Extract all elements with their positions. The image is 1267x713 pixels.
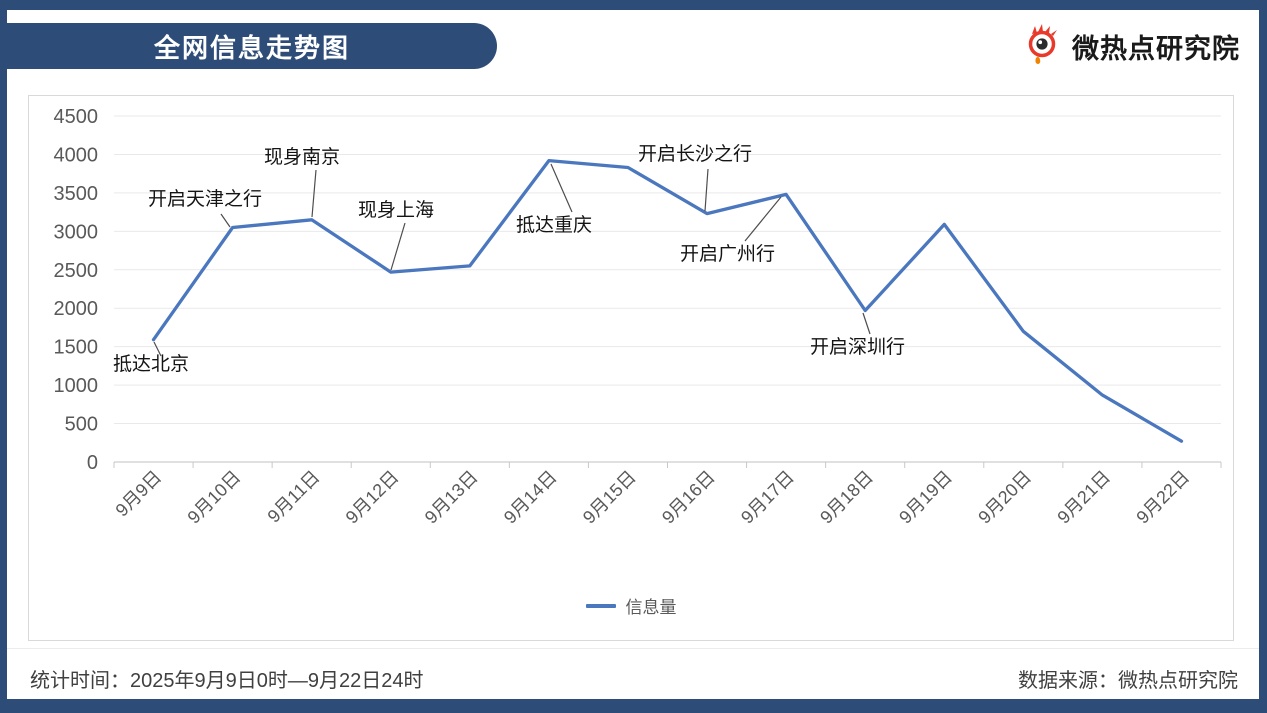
y-axis-label: 1000 <box>54 375 99 397</box>
y-axis-label: 500 <box>65 414 98 436</box>
annotation-label: 抵达北京 <box>113 353 189 375</box>
annotation-leader-line <box>862 312 871 335</box>
annotation-label: 现身南京 <box>264 146 340 168</box>
x-axis-label: 9月11日 <box>264 467 324 527</box>
frame-bottom-bar <box>0 699 1267 713</box>
y-axis-label: 4500 <box>54 106 99 128</box>
brand-logo: 微热点研究院 <box>1024 22 1240 71</box>
y-axis-label: 2500 <box>54 260 99 282</box>
annotation-leader-line <box>744 196 782 242</box>
annotation-label: 抵达重庆 <box>516 214 592 236</box>
x-axis-label: 9月9日 <box>112 467 166 521</box>
trend-line-series <box>151 158 1184 443</box>
x-axis-label: 9月14日 <box>500 467 561 528</box>
annotation-leader-line <box>220 213 231 228</box>
frame-left-bar <box>0 0 7 713</box>
annotation-leader-line <box>704 168 709 212</box>
y-axis-label: 4000 <box>54 144 99 166</box>
page-title: 全网信息走势图 <box>153 32 350 63</box>
frame-top-bar <box>0 0 1267 10</box>
annotation-leader-line <box>390 222 406 271</box>
annotation-label: 开启天津之行 <box>148 188 262 210</box>
annotation-label: 现身上海 <box>358 199 434 221</box>
line-chart-svg: 0 500 1000 1500 2000 2500 3000 3500 4000 4500 9月9日… <box>54 106 1222 528</box>
annotation-label: 开启深圳行 <box>810 336 905 358</box>
data-source-text: 数据来源：微热点研究院 <box>1018 670 1238 692</box>
x-axis-label: 9月13日 <box>421 467 482 528</box>
annotation-label: 开启广州行 <box>680 243 775 265</box>
legend-series-label: 信息量 <box>625 598 677 617</box>
y-axis-label: 1500 <box>54 337 99 359</box>
title-banner: 全网信息走势图 <box>7 23 497 69</box>
x-axis-label: 9月10日 <box>184 467 245 528</box>
legend-line-swatch <box>585 603 616 608</box>
chart-container: 0 500 1000 1500 2000 2500 3000 3500 4000 4500 9月9日… <box>28 95 1234 641</box>
footer-divider <box>7 648 1259 649</box>
x-axis-label: 9月15日 <box>579 467 640 528</box>
chart-legend: 信息量 <box>29 593 1233 618</box>
y-axis-label: 2000 <box>54 298 99 320</box>
annotation-leader-line <box>550 163 573 213</box>
x-axis-label: 9月21日 <box>1053 467 1114 528</box>
frame-right-bar <box>1259 0 1267 713</box>
y-axis-label: 0 <box>87 452 98 474</box>
annotation-leader-line <box>311 169 317 218</box>
x-axis-label: 9月18日 <box>816 467 877 528</box>
y-axis-label: 3000 <box>54 221 99 243</box>
brand-name: 微热点研究院 <box>1072 33 1240 64</box>
x-axis-label: 9月19日 <box>895 467 956 528</box>
x-axis-label: 9月12日 <box>342 467 403 528</box>
annotation-label: 开启长沙之行 <box>638 143 752 165</box>
weibo-eye-icon <box>1024 22 1064 71</box>
annotation-leader-line <box>153 341 162 357</box>
y-axis-label: 3500 <box>54 183 99 205</box>
x-axis-label: 9月20日 <box>974 467 1035 528</box>
x-axis-label: 9月16日 <box>658 467 719 528</box>
x-axis-label: 9月17日 <box>737 467 798 528</box>
x-axis-label: 9月22日 <box>1132 467 1193 528</box>
stat-time-text: 统计时间：2025年9月9日0时—9月22日24时 <box>30 670 424 692</box>
